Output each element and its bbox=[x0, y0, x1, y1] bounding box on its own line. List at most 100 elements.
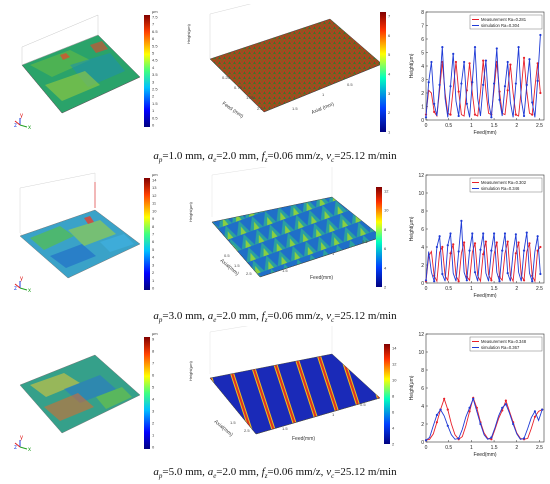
measured-colorbar-3: μm 9 8 7 6 5 4 3 2 1 0 bbox=[144, 331, 158, 450]
series-point bbox=[471, 232, 474, 235]
x-tick-label: 1 bbox=[470, 123, 473, 129]
sim-colorbar-ticks: 12 10 8 6 4 2 bbox=[384, 189, 389, 290]
colorbar-tick-label: 5 bbox=[152, 51, 155, 56]
series-point bbox=[435, 245, 438, 249]
series-point bbox=[460, 219, 463, 222]
simulated-surface-3d-3: Height(μm) Axial(mm) Feed(mm) 1.5 2.5 1.… bbox=[188, 326, 381, 442]
colorbar-tick-label: 14 bbox=[392, 346, 397, 351]
row-2: y z x μm 14 13 12 11 10 9 8 7 6 5 4 3 2 1 0 Height(μm)… bbox=[0, 163, 550, 323]
colorbar-tick-label: 4 bbox=[152, 255, 155, 260]
measured-colorbar-1: μm 7.5 7 6.5 6 5.5 5 4.5 4 3.5 3 2.5 2 1.5 1 0.5 0 bbox=[144, 9, 158, 128]
svg-text:y: y bbox=[20, 113, 23, 119]
y-tick-label: 2 bbox=[421, 263, 424, 269]
sim-x-label: Feed (mm) bbox=[221, 101, 245, 120]
y-axis-label: Height(μm) bbox=[409, 216, 415, 241]
colorbar-tick-label: 0 bbox=[152, 445, 155, 450]
sim-z-label: Height(μm) bbox=[186, 23, 191, 44]
svg-text:2.5: 2.5 bbox=[246, 271, 252, 276]
surface-texture bbox=[30, 216, 134, 268]
legend bbox=[469, 336, 543, 352]
colorbar-tick-label: 13 bbox=[152, 185, 157, 190]
x-tick-label: 2 bbox=[515, 286, 518, 292]
colorbar-tick-label: 6 bbox=[392, 410, 395, 415]
x-tick-label: 1 bbox=[470, 286, 473, 292]
series-point bbox=[438, 235, 441, 238]
series-point bbox=[517, 46, 520, 49]
x-tick-label: 2.5 bbox=[536, 445, 543, 451]
colorbar-ticks: 9 8 7 6 5 4 3 2 1 0 bbox=[152, 337, 155, 450]
series-point bbox=[531, 101, 534, 104]
x-tick-label: 1.5 bbox=[491, 445, 498, 451]
series-point bbox=[536, 235, 539, 238]
colorbar-unit: μm bbox=[152, 331, 158, 336]
legend bbox=[469, 14, 543, 30]
svg-text:1: 1 bbox=[322, 92, 325, 97]
series-point bbox=[463, 241, 466, 244]
series-point bbox=[435, 413, 438, 417]
colorbar-tick-label: 2 bbox=[388, 110, 391, 115]
colorbar-tick-label: 2 bbox=[384, 285, 387, 290]
series-point bbox=[449, 113, 452, 116]
x-tick-label: 2.5 bbox=[536, 286, 543, 292]
colorbar-tick-label: 7 bbox=[152, 22, 155, 27]
series-point bbox=[468, 62, 471, 65]
colorbar-tick-label: 5 bbox=[388, 52, 391, 57]
series-point bbox=[438, 83, 441, 86]
colorbar-unit: μm bbox=[152, 9, 158, 14]
colorbar-tick-label: 4.5 bbox=[152, 58, 158, 63]
series-point bbox=[473, 242, 477, 245]
svg-text:1.5: 1.5 bbox=[282, 268, 288, 273]
series-point bbox=[522, 279, 526, 282]
measured-surface-3d-2: y z x bbox=[14, 172, 141, 294]
x-axis-label: Feed(mm) bbox=[473, 130, 496, 136]
series-point bbox=[498, 280, 501, 283]
svg-text:1.5: 1.5 bbox=[234, 263, 240, 268]
colorbar-tick-label: 5.5 bbox=[152, 43, 158, 48]
x-tick-label: 1 bbox=[470, 445, 473, 451]
series-point bbox=[457, 250, 460, 253]
series-point bbox=[446, 244, 449, 247]
series-point bbox=[503, 85, 507, 88]
series-point bbox=[482, 83, 485, 86]
simulated-colorbar-3: 14 12 10 8 6 4 2 bbox=[384, 344, 397, 447]
colorbar-tick-label: 3 bbox=[388, 91, 391, 96]
svg-text:y: y bbox=[20, 435, 23, 441]
series-point bbox=[441, 46, 444, 49]
colorbar-tick-label: 10 bbox=[152, 208, 157, 213]
colorbar-tick-label: 1 bbox=[152, 278, 155, 283]
y-tick-label: 4 bbox=[421, 404, 424, 410]
series-point bbox=[512, 422, 515, 426]
y-tick-label: 2 bbox=[421, 91, 424, 97]
x-tick-label: 0 bbox=[425, 286, 428, 292]
x-tick-label: 2.5 bbox=[536, 123, 543, 129]
x-tick-label: 2 bbox=[515, 123, 518, 129]
svg-text:1.25: 1.25 bbox=[246, 95, 255, 100]
series-point bbox=[503, 232, 507, 235]
y-tick-label: 0 bbox=[421, 281, 424, 287]
series-point bbox=[528, 242, 531, 245]
y-tick-label: 5 bbox=[421, 50, 424, 56]
colorbar-tick-label: 2 bbox=[392, 442, 395, 447]
row-1: y z x μm 7.5 7 6.5 6 5.5 5 4.5 4 3.5 3 2.5 2 1.5 1 0.5… bbox=[0, 0, 550, 160]
legend-entry: simulation Ra=0.367 bbox=[481, 345, 520, 350]
series-point bbox=[514, 113, 517, 116]
colorbar-tick-label: 12 bbox=[392, 362, 397, 367]
series-point bbox=[473, 271, 477, 274]
colorbar-tick-label: 4 bbox=[388, 72, 391, 77]
x-tick-label: 2 bbox=[515, 445, 518, 451]
sim-z-label: Height(μm) bbox=[188, 201, 193, 222]
x-tick-label: 0 bbox=[425, 445, 428, 451]
series-point bbox=[484, 59, 488, 62]
colorbar-tick-label: 2 bbox=[152, 94, 155, 99]
colorbar-tick-label: 0.5 bbox=[152, 115, 158, 120]
colorbar-tick-label: 4 bbox=[152, 397, 155, 402]
simulated-colorbar-1: 7 6 5 4 3 2 1 bbox=[380, 12, 391, 135]
legend-entry: Measurement Ra=0.348 bbox=[481, 339, 527, 344]
simulated-colorbar-2: 12 10 8 6 4 2 bbox=[376, 187, 389, 290]
sim-x-label: Feed(mm) bbox=[292, 436, 315, 442]
colorbar-tick-label: 10 bbox=[392, 378, 397, 383]
series-point bbox=[465, 102, 468, 105]
series-point bbox=[514, 252, 517, 255]
